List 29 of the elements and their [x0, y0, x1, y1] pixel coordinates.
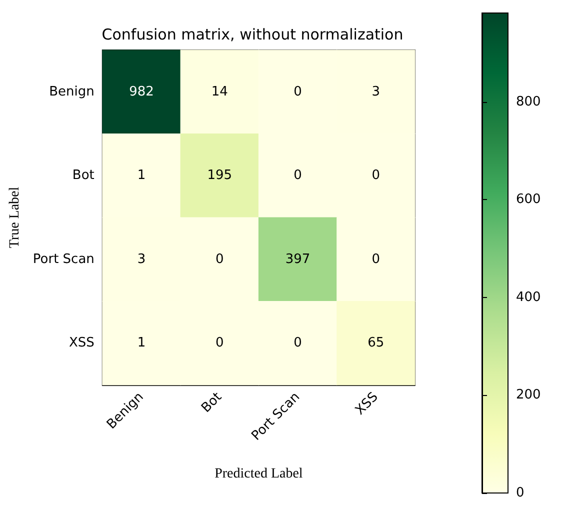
data-label: 195: [207, 168, 232, 184]
data-label: 0: [372, 168, 380, 184]
data-label: 14: [211, 84, 228, 100]
y-tick-label: Port Scan: [32, 252, 94, 267]
color-bar-label: 0: [516, 486, 524, 500]
data-label: 1: [137, 336, 146, 351]
data-label: 0: [372, 252, 380, 267]
data-label: 0: [294, 168, 302, 184]
data-label: 3: [137, 252, 146, 267]
y-tick-label: XSS: [68, 336, 94, 351]
data-label: 3: [372, 84, 380, 100]
y-axis-title: True Label: [8, 186, 22, 248]
data-label: 0: [215, 336, 224, 351]
x-tick-label: Bot: [198, 390, 225, 416]
data-label: 0: [294, 336, 302, 351]
color-bar-label: 600: [516, 192, 541, 208]
data-label: 1: [137, 168, 146, 184]
color-bar-label: 800: [516, 94, 541, 110]
chart-title: Confusion matrix, without normalization: [102, 26, 404, 44]
color-bar-label: 400: [516, 290, 541, 305]
y-tick-label: Bot: [72, 168, 94, 184]
data-label: 0: [294, 84, 302, 100]
color-bar-label: 200: [516, 388, 541, 403]
data-label: 65: [368, 336, 384, 351]
x-axis-title: Predicted Label: [214, 466, 303, 482]
y-tick-label: Benign: [49, 84, 94, 100]
data-label: 982: [129, 84, 154, 100]
data-label: 397: [285, 252, 310, 267]
data-label: 0: [215, 252, 224, 267]
